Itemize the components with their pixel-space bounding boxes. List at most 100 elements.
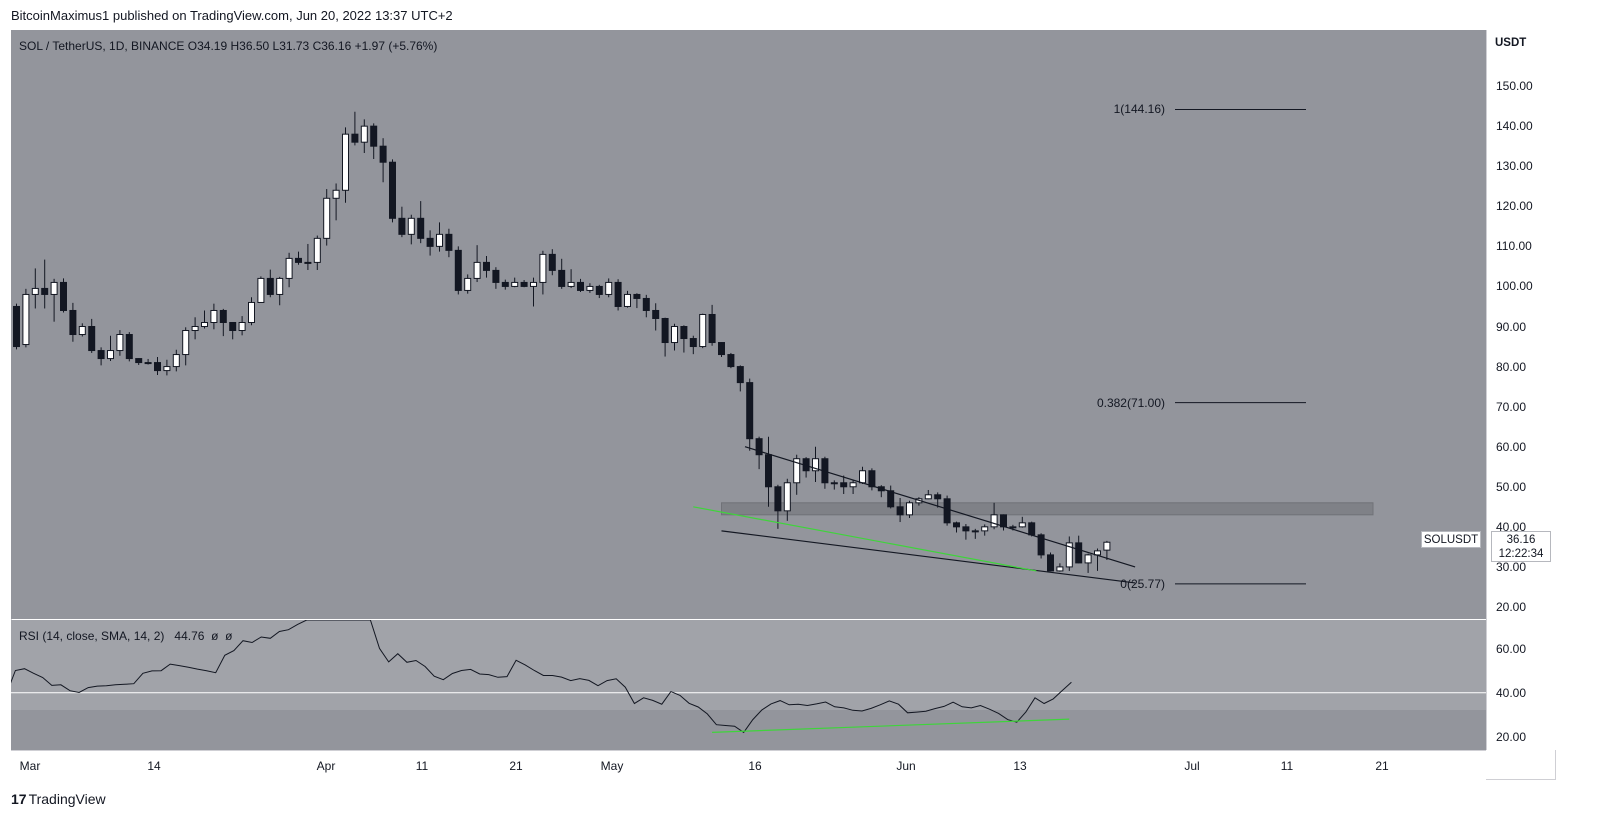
candle-body	[78, 326, 86, 336]
candle-body	[107, 350, 114, 360]
time-tick-label: Apr	[316, 759, 336, 773]
close-label: C	[312, 39, 322, 53]
candle-body	[13, 305, 20, 348]
candle-body	[689, 338, 697, 348]
price-tick-label: 60.00	[1496, 439, 1527, 454]
price-tick-label: 110.00	[1496, 239, 1532, 254]
candle-body	[530, 281, 537, 287]
candle-body	[558, 269, 566, 287]
candle-body	[285, 257, 293, 279]
open-value: 34.19	[197, 39, 228, 53]
candle-body	[154, 362, 161, 372]
high-label: H	[230, 39, 240, 53]
candle-body	[887, 490, 895, 508]
time-tick-label: Jul	[1184, 759, 1200, 773]
rsi-legend-label[interactable]: RSI (14, close, SMA, 14, 2)	[19, 629, 165, 643]
price-tick-label: 50.00	[1496, 479, 1527, 494]
candle-body	[398, 217, 406, 235]
rsi-support-line	[712, 718, 1070, 733]
close-value: 36.16	[321, 39, 352, 53]
candle-body	[417, 217, 425, 239]
price-tick-label: 130.00	[1496, 159, 1533, 174]
candle-body	[483, 261, 490, 271]
candle-body	[69, 309, 77, 336]
time-tick-label: 13	[1013, 759, 1027, 773]
candle-body	[464, 277, 472, 291]
candle-body	[981, 526, 989, 532]
candle-body	[746, 382, 754, 440]
candle-body	[1075, 542, 1083, 564]
candle-body	[708, 313, 716, 344]
candle-body	[266, 277, 274, 295]
candle-body	[727, 354, 735, 368]
candle-body	[313, 237, 321, 263]
time-tick-label: 14	[147, 759, 161, 773]
symbol-legend: SOL / TetherUS, 1D, BINANCE O34.19 H36.5…	[19, 39, 437, 53]
symbol-title[interactable]: SOL / TetherUS, 1D, BINANCE	[19, 39, 185, 53]
wedge-upper-line	[744, 446, 1136, 568]
candle-body	[520, 281, 528, 287]
candle-body	[1000, 514, 1007, 528]
price-tick-label: 70.00	[1496, 399, 1527, 414]
candle-body	[248, 301, 255, 323]
time-axis[interactable]	[11, 750, 1486, 780]
candle-body	[736, 366, 744, 384]
candle-body	[1056, 566, 1064, 572]
rsi-tick-label: 40.00	[1496, 685, 1527, 700]
time-tick-label: 16	[748, 759, 762, 773]
candle-body	[144, 362, 152, 365]
low-label: L	[272, 39, 280, 53]
candle-body	[699, 313, 707, 348]
rsi-legend-na-2: ø	[225, 629, 233, 643]
candle-body	[642, 297, 650, 311]
candle-body	[238, 321, 246, 332]
last-price-tag: SOLUSDT 36.16 12:22:34	[1421, 531, 1552, 562]
candle-body	[229, 321, 237, 332]
candle-body	[661, 317, 669, 344]
currency-label: USDT	[1495, 37, 1527, 49]
candle-body	[436, 233, 443, 247]
tradingview-mark-icon: 17	[11, 791, 27, 807]
price-tick-label: 80.00	[1496, 359, 1527, 374]
candle-body	[840, 482, 848, 488]
time-tick-label: 21	[509, 759, 523, 773]
candle-body	[765, 454, 772, 488]
candle-body	[97, 350, 105, 360]
rsi-band-background	[11, 620, 1486, 710]
candle-body	[445, 233, 453, 251]
candle-body	[304, 261, 312, 264]
candle-body	[511, 281, 519, 287]
candle-body	[680, 326, 688, 340]
time-tick-label: 11	[415, 759, 429, 773]
candle-body	[614, 281, 622, 307]
candle-body	[257, 277, 265, 303]
tradingview-logo[interactable]: 17 TradingView	[11, 791, 106, 807]
candle-body	[370, 125, 378, 147]
price-tag-price: 36.16	[1506, 534, 1536, 546]
price-tick-label: 40.00	[1496, 519, 1527, 534]
rsi-pane[interactable]	[11, 620, 1486, 750]
candle-body	[116, 334, 124, 352]
candle-body	[41, 287, 49, 295]
price-tag-value: 36.16 12:22:34	[1491, 531, 1551, 562]
time-tick-label: Jun	[896, 759, 916, 773]
rsi-legend-value: 44.76	[174, 629, 205, 643]
change-value: +1.97 (+5.76%)	[354, 39, 438, 53]
price-tag-countdown: 12:22:34	[1498, 548, 1544, 560]
time-tick-label: May	[600, 759, 624, 773]
candle-body	[1047, 554, 1054, 572]
open-label: O	[187, 39, 198, 53]
candle-body	[868, 470, 876, 488]
candle-body	[323, 197, 331, 239]
price-pane[interactable]	[11, 30, 1486, 619]
candle-body	[624, 293, 631, 307]
candle-body	[492, 269, 500, 283]
price-scale[interactable]	[1486, 30, 1556, 750]
time-tick-label: Mar	[19, 759, 41, 773]
rsi-legend-na-1: ø	[211, 629, 219, 643]
candle-body	[1028, 522, 1036, 536]
fib-level-label: 0(25.77)	[1120, 576, 1165, 591]
candle-body	[971, 530, 979, 533]
price-tick-label: 90.00	[1496, 319, 1527, 334]
candle-body	[567, 281, 575, 287]
